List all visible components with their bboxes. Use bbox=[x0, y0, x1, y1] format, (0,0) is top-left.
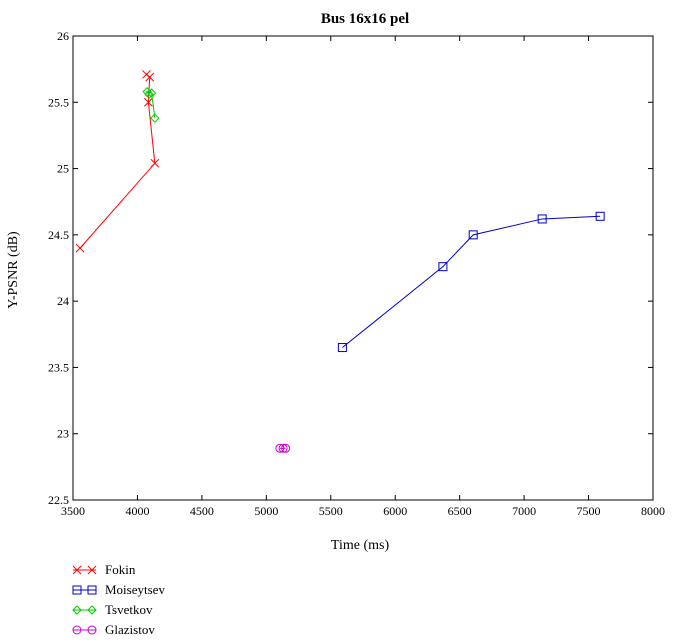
x-tick-label: 6500 bbox=[448, 504, 472, 518]
data-point-fokin-stroke-b bbox=[142, 70, 151, 79]
legend-marker-glazistov bbox=[72, 625, 82, 635]
legend-label-fokin: Fokin bbox=[105, 562, 136, 577]
legend-item-glazistov: Glazistov bbox=[72, 622, 155, 637]
y-tick-label: 24 bbox=[57, 294, 69, 308]
data-point-tsvetkov bbox=[146, 88, 157, 98]
data-point-moiseytsev bbox=[537, 214, 547, 224]
x-tick-label: 4000 bbox=[125, 504, 149, 518]
data-point-fokin bbox=[75, 243, 85, 253]
data-point-tsvetkov bbox=[150, 113, 160, 123]
legend-label-tsvetkov: Tsvetkov bbox=[105, 602, 153, 617]
y-tick-label: 26 bbox=[57, 29, 69, 43]
y-tick-label: 23.5 bbox=[48, 360, 69, 374]
x-axis-label: Time (ms) bbox=[331, 538, 390, 553]
data-point-fokin-stroke-b bbox=[75, 243, 85, 253]
series-fokin bbox=[75, 70, 160, 253]
data-point-fokin bbox=[142, 70, 151, 79]
legend-marker-fokin-stroke-b bbox=[72, 565, 82, 575]
legend-marker-tsvetkov bbox=[72, 605, 82, 615]
data-point-moiseytsev bbox=[337, 343, 347, 353]
legend-item-moiseytsev: Moiseytsev bbox=[72, 582, 165, 597]
series-line-moiseytsev bbox=[342, 215, 601, 348]
x-tick-label: 7000 bbox=[512, 504, 536, 518]
legend-marker-fokin-stroke-b bbox=[87, 565, 97, 575]
data-point-fokin bbox=[150, 158, 160, 168]
data-point-glazistov bbox=[281, 443, 291, 453]
series-moiseytsev bbox=[337, 211, 605, 353]
data-point-moiseytsev bbox=[438, 262, 448, 272]
legend-marker-fokin bbox=[87, 565, 97, 575]
data-point-glazistov bbox=[278, 443, 288, 453]
series-tsvetkov bbox=[142, 86, 160, 123]
data-point-fokin bbox=[144, 97, 153, 107]
x-tick-label: 8000 bbox=[641, 504, 665, 518]
legend-marker-moiseytsev bbox=[87, 585, 97, 595]
y-tick-label: 25.5 bbox=[48, 95, 69, 109]
chart-title: Bus 16x16 pel bbox=[321, 11, 409, 27]
y-axis-ticks: 22.5 23 23.5 24 24.5 25 25.5 26 bbox=[48, 29, 653, 507]
x-tick-label: 5000 bbox=[254, 504, 278, 518]
legend-marker-tsvetkov bbox=[87, 605, 97, 615]
data-point-tsvetkov bbox=[144, 89, 154, 100]
x-tick-label: 6000 bbox=[383, 504, 407, 518]
data-point-glazistov bbox=[275, 443, 285, 453]
legend-marker-glazistov bbox=[87, 625, 97, 635]
y-tick-label: 23 bbox=[57, 427, 69, 441]
series-glazistov bbox=[275, 443, 291, 453]
x-tick-label: 5500 bbox=[319, 504, 343, 518]
data-point-fokin-stroke-b bbox=[144, 97, 153, 107]
legend-label-moiseytsev: Moiseytsev bbox=[105, 582, 165, 597]
x-tick-label: 7500 bbox=[577, 504, 601, 518]
legend: Fokin Moiseytsev Tsvetkov Glazistov bbox=[72, 562, 165, 637]
y-tick-label: 24.5 bbox=[48, 228, 69, 242]
data-point-moiseytsev bbox=[468, 230, 478, 240]
data-point-tsvetkov bbox=[142, 86, 152, 97]
y-tick-label: 22.5 bbox=[48, 493, 69, 507]
series-layer bbox=[75, 70, 605, 453]
legend-label-glazistov: Glazistov bbox=[105, 622, 155, 637]
data-point-fokin-stroke-b bbox=[150, 158, 160, 168]
x-tick-label: 3500 bbox=[61, 504, 85, 518]
plot-frame bbox=[72, 35, 654, 501]
legend-item-tsvetkov: Tsvetkov bbox=[72, 602, 153, 617]
legend-marker-moiseytsev bbox=[72, 585, 82, 595]
legend-item-fokin: Fokin bbox=[72, 562, 136, 577]
legend-marker-fokin bbox=[72, 565, 82, 575]
y-tick-label: 25 bbox=[57, 162, 69, 176]
x-tick-label: 4500 bbox=[190, 504, 214, 518]
data-point-moiseytsev bbox=[595, 211, 605, 221]
y-axis-label: Y-PSNR (dB) bbox=[6, 231, 21, 309]
x-axis-ticks: 3500 4000 4500 5000 5500 6000 6500 7000 7500 8000 bbox=[61, 36, 665, 518]
